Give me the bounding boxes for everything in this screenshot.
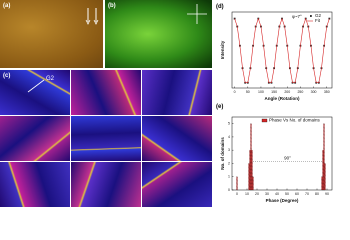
image-a: [0, 0, 103, 68]
x-tick-label: 350: [324, 90, 330, 94]
x-tick-label: 50: [246, 90, 250, 94]
y-tick-label: 5: [228, 122, 230, 126]
panel-label: (b): [108, 3, 116, 9]
x-tick-label: 200: [284, 90, 290, 94]
x-tick-label: 250: [297, 90, 303, 94]
x-tick-label: 100: [258, 90, 264, 94]
image-tile: [142, 162, 212, 207]
image-tile: [142, 116, 212, 161]
image-tile: [0, 116, 70, 161]
legend-label: Fit: [315, 18, 321, 23]
legend-marker: [261, 118, 268, 123]
bar: [323, 123, 325, 191]
panel-label: (a): [3, 3, 11, 9]
image-tile: [71, 162, 141, 207]
y-tick-label: 2: [228, 161, 230, 165]
image-tile: [71, 70, 141, 115]
x-axis-label: Phase (Degree): [266, 198, 299, 203]
y-tick-label: 4: [228, 135, 230, 139]
x-tick-label: 40: [275, 192, 279, 196]
image-tile: [142, 70, 212, 115]
x-tick-label: 90: [325, 192, 329, 196]
y-tick-label: 0: [228, 188, 230, 192]
x-tick-label: 80: [315, 192, 319, 196]
fit-line: [234, 17, 330, 84]
pointer: [27, 79, 45, 93]
x-tick-label: 50: [285, 192, 289, 196]
image-tile: [0, 70, 70, 115]
x-tick-label: 20: [255, 192, 259, 196]
x-tick-label: 70: [305, 192, 309, 196]
x-tick-label: 30: [265, 192, 269, 196]
x-tick-label: 10: [245, 192, 249, 196]
data-point: [328, 17, 331, 20]
bar: [236, 176, 238, 191]
y-axis-label: Intensity: [220, 40, 225, 59]
y-axis-label: No. of domains: [220, 137, 225, 170]
bar: [321, 176, 323, 191]
bar: [324, 163, 326, 191]
annotation: φ~7°: [292, 14, 302, 19]
image-b: [105, 0, 212, 68]
crosshair: [187, 4, 207, 24]
figure: (a) (b) (c) G2 0 50 100 150 200 250 300 350 Angl…: [0, 0, 333, 207]
plot-frame: [231, 11, 333, 89]
image-tile: [71, 116, 141, 161]
legend-label: G2: [315, 13, 322, 18]
y-tick-label: 1: [228, 175, 230, 179]
x-tick-label: 60: [295, 192, 299, 196]
x-tick-label: 0: [234, 90, 236, 94]
x-axis-label: Angle (Rotation): [265, 96, 300, 101]
bar: [251, 150, 253, 191]
annotation: 90°: [284, 156, 291, 161]
x-tick-label: 300: [311, 90, 317, 94]
x-tick-label: 0: [236, 192, 238, 196]
legend-marker: [310, 15, 312, 17]
image-tile: [0, 162, 70, 207]
bar: [322, 150, 324, 191]
panel-label: (c): [3, 73, 11, 79]
bar: [250, 123, 252, 191]
bar: [249, 150, 251, 191]
bar: [252, 176, 254, 191]
x-tick-label: 150: [271, 90, 277, 94]
grain-label: G2: [46, 76, 55, 82]
panel-label: (e): [216, 104, 224, 110]
panel-label: (d): [216, 4, 224, 10]
legend-label: Phase Vs No. of domains: [269, 118, 321, 123]
y-tick-label: 3: [228, 148, 230, 152]
bar: [248, 163, 250, 191]
plot-frame: [231, 116, 333, 191]
data-point: [233, 17, 236, 20]
arrows: [85, 8, 99, 25]
